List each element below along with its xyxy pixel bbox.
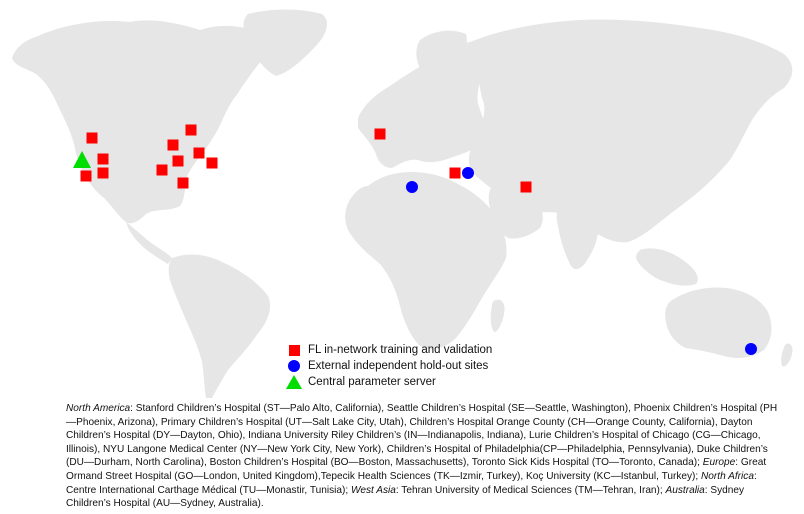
south-america-landmass (168, 254, 271, 398)
training-site-marker-se (86, 132, 98, 144)
training-site-marker-ch (97, 167, 109, 179)
caption-region-australia: Australia (665, 484, 705, 496)
site-markers (73, 124, 757, 355)
india-landmass (556, 208, 599, 270)
training-site-marker-bo (177, 177, 189, 189)
legend-holdout-row: External independent hold-out sites (286, 358, 492, 374)
europe-landmass (358, 42, 488, 168)
training-site-marker-go (374, 128, 386, 140)
world-map (12, 9, 793, 398)
legend-holdout-label: External independent hold-out sites (308, 360, 489, 372)
training-site-marker-cg (185, 124, 197, 136)
central-server-marker (73, 151, 91, 168)
caption-west-asia-text: : Tehran University of Medical Sciences … (395, 484, 666, 496)
training-site-marker-st (80, 170, 92, 182)
red-square-icon (288, 344, 300, 356)
legend-training-row: FL in-network training and validation (286, 342, 492, 358)
legend-server-row: Central parameter server (286, 374, 492, 390)
caption-region-north-africa: North Africa (701, 470, 754, 482)
training-site-marker-ny (206, 157, 218, 169)
caption-north-america-text: : Stanford Children’s Hospital (ST—Palo … (66, 403, 778, 469)
japan-landmass (704, 136, 722, 176)
holdout-site-marker-au (745, 343, 757, 355)
greenland-landmass (243, 9, 328, 76)
central-america-landmass (126, 222, 172, 264)
training-site-marker-in (167, 139, 179, 151)
scandinavia-landmass (416, 30, 467, 75)
holdout-site-marker-tu (406, 181, 418, 193)
caption-region-west-asia: West Asia (351, 484, 396, 496)
arabia-landmass (488, 185, 543, 239)
training-site-marker-to (193, 147, 205, 159)
green-triangle-icon (286, 375, 302, 389)
holdout-site-marker-kc (462, 167, 474, 179)
legend-server-label: Central parameter server (308, 376, 436, 388)
new-zealand-landmass (781, 343, 793, 367)
figure-caption: North America: Stanford Children’s Hospi… (66, 402, 786, 511)
training-site-marker-cp (156, 164, 168, 176)
australia-landmass (665, 287, 772, 358)
caption-north-africa-text: : Centre International Carthage Médical … (66, 470, 757, 496)
training-site-marker-ut (97, 153, 109, 165)
caption-europe-text: : Great Ormand Street Hospital (GO—Londo… (66, 457, 767, 482)
africa-landmass (345, 172, 507, 349)
legend-training-label: FL in-network training and validation (308, 344, 493, 356)
asia-landmass (468, 19, 793, 243)
caption-region-north-america: North America (66, 403, 131, 414)
southeast-asia-islands (636, 248, 698, 286)
training-site-marker-tm (520, 181, 532, 193)
training-site-marker-tk (449, 167, 461, 179)
madagascar-landmass (490, 299, 505, 332)
caption-region-europe: Europe (702, 457, 736, 469)
blue-circle-icon (288, 360, 300, 372)
caption-australia-text: : Sydney Children’s Hospital (AU—Sydney,… (66, 484, 745, 510)
training-site-marker-dy (172, 155, 184, 167)
legend: FL in-network training and validation Ex… (286, 342, 492, 390)
north-america-landmass (12, 20, 265, 224)
land-masses (12, 9, 793, 398)
